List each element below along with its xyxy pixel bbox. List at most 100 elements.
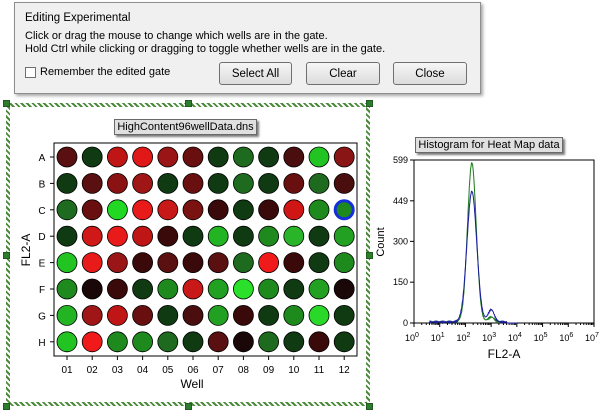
well[interactable] — [157, 199, 179, 221]
well[interactable] — [308, 252, 330, 274]
well[interactable] — [207, 331, 229, 353]
well[interactable] — [308, 331, 330, 353]
well[interactable] — [81, 199, 103, 221]
well[interactable] — [232, 146, 254, 168]
well[interactable] — [232, 331, 254, 353]
well[interactable] — [107, 278, 128, 300]
well[interactable] — [333, 278, 355, 300]
resize-handle-br[interactable] — [366, 403, 373, 410]
well[interactable] — [157, 331, 179, 353]
histogram-plot[interactable]: 0 150 300 449 599 100 101 102 103 104 105 106 107 F… — [370, 150, 606, 365]
well[interactable] — [258, 225, 280, 247]
well[interactable] — [232, 172, 254, 194]
well[interactable] — [333, 252, 355, 274]
well[interactable] — [182, 146, 204, 168]
well[interactable] — [56, 199, 78, 221]
well[interactable] — [56, 304, 78, 326]
select-all-button[interactable]: Select All — [219, 62, 292, 85]
well[interactable] — [182, 304, 204, 326]
well[interactable] — [182, 278, 204, 300]
well[interactable] — [56, 225, 78, 247]
well-selected[interactable] — [333, 199, 355, 221]
well[interactable] — [308, 225, 330, 247]
well[interactable] — [333, 331, 355, 353]
well[interactable] — [56, 252, 78, 274]
well[interactable] — [207, 278, 229, 300]
well[interactable] — [157, 252, 179, 274]
close-button[interactable]: Close — [393, 62, 467, 85]
resize-handle-tl[interactable] — [3, 100, 10, 107]
well[interactable] — [308, 146, 330, 168]
well[interactable] — [107, 225, 128, 247]
well[interactable] — [258, 304, 280, 326]
well[interactable] — [207, 225, 229, 247]
well[interactable] — [283, 278, 305, 300]
well[interactable] — [182, 199, 204, 221]
well[interactable] — [107, 146, 128, 168]
well[interactable] — [258, 278, 280, 300]
well[interactable] — [232, 252, 254, 274]
well[interactable] — [283, 172, 305, 194]
well[interactable] — [333, 172, 355, 194]
well[interactable] — [207, 199, 229, 221]
well[interactable] — [258, 172, 280, 194]
well[interactable] — [283, 331, 305, 353]
well[interactable] — [232, 278, 254, 300]
well[interactable] — [308, 199, 330, 221]
well[interactable] — [56, 172, 78, 194]
well[interactable] — [107, 331, 128, 353]
well[interactable] — [258, 252, 280, 274]
well[interactable] — [107, 304, 128, 326]
well[interactable] — [207, 252, 229, 274]
well[interactable] — [283, 225, 305, 247]
well[interactable] — [333, 225, 355, 247]
well[interactable] — [207, 172, 229, 194]
well[interactable] — [207, 304, 229, 326]
well[interactable] — [157, 304, 179, 326]
resize-handle-bl[interactable] — [3, 403, 10, 410]
well[interactable] — [81, 252, 103, 274]
well[interactable] — [107, 252, 128, 274]
well[interactable] — [107, 172, 128, 194]
well[interactable] — [132, 199, 154, 221]
well[interactable] — [308, 278, 330, 300]
well[interactable] — [157, 172, 179, 194]
well[interactable] — [333, 146, 355, 168]
well[interactable] — [132, 278, 154, 300]
well[interactable] — [157, 278, 179, 300]
well[interactable] — [157, 146, 179, 168]
well[interactable] — [132, 146, 154, 168]
well[interactable] — [107, 199, 128, 221]
well[interactable] — [132, 304, 154, 326]
well[interactable] — [132, 225, 154, 247]
well[interactable] — [333, 304, 355, 326]
heatmap-plot[interactable]: A B C D E F G H 01 02 03 04 05 06 07 08 09 10 11 12 Well F… — [0, 0, 380, 415]
well[interactable] — [283, 146, 305, 168]
well[interactable] — [258, 331, 280, 353]
well[interactable] — [182, 225, 204, 247]
well[interactable] — [283, 252, 305, 274]
well[interactable] — [81, 225, 103, 247]
well[interactable] — [56, 146, 78, 168]
well[interactable] — [81, 278, 103, 300]
well[interactable] — [81, 331, 103, 353]
well[interactable] — [132, 252, 154, 274]
well[interactable] — [232, 199, 254, 221]
well[interactable] — [283, 199, 305, 221]
well[interactable] — [157, 225, 179, 247]
well[interactable] — [182, 252, 204, 274]
well[interactable] — [258, 199, 280, 221]
resize-handle-tr[interactable] — [366, 100, 373, 107]
well[interactable] — [182, 172, 204, 194]
well[interactable] — [81, 304, 103, 326]
clear-button[interactable]: Clear — [306, 62, 380, 85]
well[interactable] — [283, 304, 305, 326]
resize-handle-tc[interactable] — [185, 100, 192, 107]
well[interactable] — [56, 278, 78, 300]
remember-gate-checkbox[interactable]: Remember the edited gate — [25, 66, 170, 78]
resize-handle-bc[interactable] — [185, 403, 192, 410]
well[interactable] — [56, 331, 78, 353]
well[interactable] — [132, 172, 154, 194]
resize-handle-mr[interactable] — [366, 252, 373, 259]
checkbox-box[interactable] — [25, 66, 36, 78]
